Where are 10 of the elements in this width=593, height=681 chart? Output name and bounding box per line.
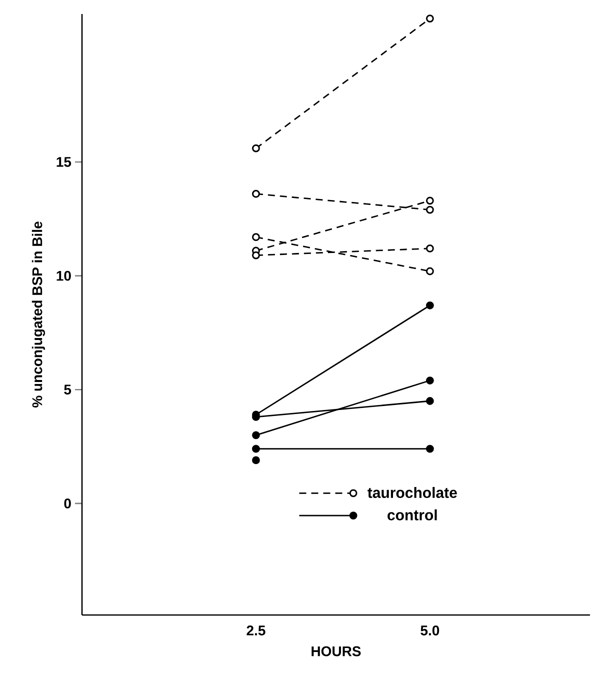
- y-axis-title: % unconjugated BSP in Bile: [32, 222, 46, 408]
- legend-label: control: [388, 509, 437, 520]
- legend-label: taurocholate: [368, 486, 457, 498]
- y-tick-label: 5: [64, 384, 72, 395]
- y-tick-label: 0: [64, 498, 71, 508]
- x-tick-label: 2.5: [246, 626, 266, 636]
- x-axis-title: HOURS: [312, 646, 361, 656]
- y-tick-label: 10: [56, 270, 71, 281]
- x-tick-label: 5.0: [420, 626, 440, 636]
- y-tick-label: 15: [56, 157, 72, 167]
